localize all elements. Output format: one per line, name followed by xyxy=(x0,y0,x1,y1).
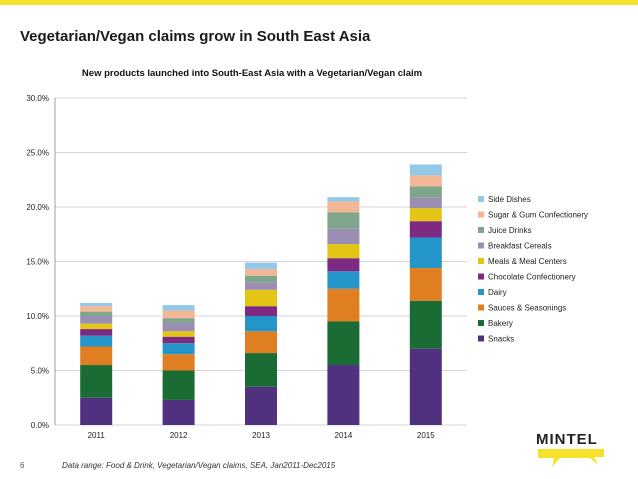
legend-label: Juice Drinks xyxy=(488,226,532,235)
legend-swatch xyxy=(478,335,484,342)
bar-segment xyxy=(162,318,195,323)
bar-segment xyxy=(409,300,442,349)
bar-segment xyxy=(162,370,195,400)
y-tick-label: 30.0% xyxy=(26,94,49,103)
legend-swatch xyxy=(478,211,484,218)
bar-segment xyxy=(409,197,442,209)
bar-segment xyxy=(80,397,113,425)
bar-segment xyxy=(162,399,195,425)
bar-segment xyxy=(409,164,442,176)
bar-segment xyxy=(80,365,113,398)
legend-label: Dairy xyxy=(488,288,507,297)
x-tick-label: 2012 xyxy=(170,431,188,440)
logo-splash-icon xyxy=(538,449,604,467)
bar-segment xyxy=(327,212,360,229)
legend-swatch xyxy=(478,320,484,326)
bar-segment xyxy=(80,329,113,336)
bar-segment xyxy=(162,336,195,344)
bar-segment xyxy=(327,197,360,202)
bar-segment xyxy=(80,311,113,316)
legend-label: Sugar & Gum Confectionery xyxy=(488,211,588,220)
legend-swatch xyxy=(478,196,484,202)
legend-swatch xyxy=(478,273,484,280)
bar-segment xyxy=(409,208,442,222)
bar-segment xyxy=(80,302,113,307)
y-tick-label: 20.0% xyxy=(26,203,49,212)
bar-segment xyxy=(245,306,277,316)
x-tick-label: 2011 xyxy=(88,431,106,440)
bar-segment xyxy=(327,201,360,213)
bar-segment xyxy=(245,262,277,270)
bar-segment xyxy=(80,316,113,324)
bar-segment xyxy=(245,282,277,290)
bar-segment xyxy=(162,322,195,332)
y-tick-label: 10.0% xyxy=(26,312,49,321)
bar-segment xyxy=(409,186,442,198)
bar-segment xyxy=(409,175,442,187)
top-accent-bar xyxy=(0,0,638,5)
y-tick-label: 0.0% xyxy=(31,421,49,430)
bar-segment xyxy=(245,353,277,387)
bar-segment xyxy=(327,244,360,259)
legend-swatch xyxy=(478,242,484,249)
legend-label: Chocolate Confectionery xyxy=(488,273,576,282)
legend-swatch xyxy=(478,289,484,295)
bar-segment xyxy=(80,323,113,330)
legend-label: Meals & Meal Centers xyxy=(488,257,567,266)
legend-label: Snacks xyxy=(488,335,514,344)
bar-segment xyxy=(327,271,360,289)
legend-label: Breakfast Cereals xyxy=(488,242,552,251)
legend-swatch xyxy=(478,258,484,264)
bar-segment xyxy=(80,346,113,366)
bar-segment xyxy=(162,343,195,355)
bar-segment xyxy=(245,289,277,307)
x-tick-label: 2013 xyxy=(252,431,270,440)
bar-segment xyxy=(80,306,113,312)
bar-segment xyxy=(245,269,277,276)
bar-segment xyxy=(245,275,277,283)
chart-title: New products launched into South-East As… xyxy=(82,68,422,79)
legend-label: Side Dishes xyxy=(488,195,531,204)
legend-swatch xyxy=(478,227,484,233)
bar-segment xyxy=(409,221,442,238)
bar-segment xyxy=(409,348,442,425)
bar-segment xyxy=(162,310,195,319)
bar-segment xyxy=(327,321,360,366)
bar-segment xyxy=(245,386,277,425)
legend-swatch xyxy=(478,304,484,311)
bar-segment xyxy=(162,305,195,311)
bar-segment xyxy=(162,331,195,337)
y-tick-label: 15.0% xyxy=(26,258,49,267)
legend-label: Sauces & Seasonings xyxy=(488,304,566,313)
page-title: Vegetarian/Vegan claims grow in South Ea… xyxy=(20,28,371,45)
mintel-logo: MINTEL xyxy=(536,427,610,471)
bar-segment xyxy=(327,288,360,322)
bar-segment xyxy=(80,335,113,347)
bar-segment xyxy=(162,354,195,371)
logo-wordmark: MINTEL xyxy=(536,431,598,448)
bar-segment xyxy=(245,316,277,332)
bar-segment xyxy=(409,268,442,301)
bar-segment xyxy=(245,331,277,354)
page-number: 6 xyxy=(20,461,25,470)
x-tick-label: 2014 xyxy=(335,431,353,440)
y-tick-label: 5.0% xyxy=(31,367,49,376)
legend-label: Bakery xyxy=(488,319,513,328)
y-tick-label: 25.0% xyxy=(26,149,49,158)
data-range-note: Data range: Food & Drink, Vegetarian/Veg… xyxy=(62,461,336,470)
bar-segment xyxy=(327,228,360,245)
bar-segment xyxy=(409,237,442,269)
bar-segment xyxy=(327,365,360,425)
x-tick-label: 2015 xyxy=(417,431,435,440)
bar-segment xyxy=(327,258,360,272)
